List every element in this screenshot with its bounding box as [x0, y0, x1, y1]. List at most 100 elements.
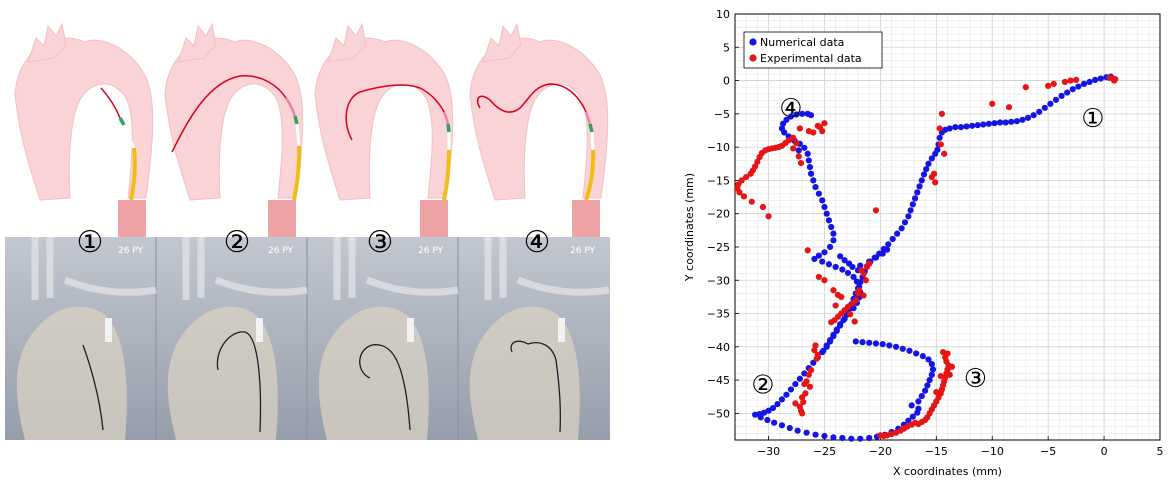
data-point	[914, 189, 921, 196]
data-point	[765, 213, 772, 220]
data-point	[793, 140, 800, 147]
data-point	[1064, 89, 1071, 96]
data-point	[932, 150, 939, 157]
data-point	[946, 371, 953, 378]
data-point	[796, 125, 803, 132]
data-point	[1073, 76, 1080, 83]
data-point	[996, 119, 1004, 126]
data-point	[866, 434, 873, 442]
photo-phantom-4	[469, 237, 610, 440]
data-point	[806, 383, 814, 390]
data-point	[1061, 78, 1069, 85]
panel-labels: ① 26 PY ② 26 PY ③ 26 PY ④ 26 PY	[77, 225, 596, 260]
data-point	[918, 392, 925, 400]
x-tick-label: −30	[757, 445, 780, 458]
legend: Numerical data Experimental data	[743, 31, 883, 69]
data-point	[923, 165, 930, 173]
data-point	[920, 171, 928, 178]
data-point	[792, 400, 799, 407]
data-point	[771, 419, 778, 426]
data-point	[863, 263, 871, 271]
data-point	[797, 160, 805, 167]
aorta-schematic-4	[469, 23, 609, 238]
panel-label-1: 26 PY	[118, 246, 144, 256]
data-point	[936, 134, 943, 141]
data-point	[774, 400, 781, 408]
data-point	[849, 300, 856, 307]
data-point	[850, 273, 857, 281]
legend-marker-numerical	[749, 38, 757, 46]
data-point	[838, 293, 845, 300]
data-point	[801, 380, 808, 388]
data-point	[850, 305, 857, 312]
x-tick-label: 0	[1101, 445, 1108, 458]
data-point	[857, 262, 864, 269]
data-point	[804, 150, 811, 157]
data-point	[915, 405, 922, 412]
data-point	[828, 223, 835, 231]
series-numerical	[752, 73, 1114, 442]
data-point	[804, 247, 811, 254]
y-tick-label: −5	[714, 108, 730, 121]
data-point	[841, 257, 848, 264]
annotation-3: ③	[964, 364, 987, 394]
data-point	[823, 210, 830, 217]
data-point	[894, 230, 901, 237]
y-tick-label: −40	[707, 341, 730, 354]
data-point	[1002, 119, 1009, 126]
photo-guidewire-1	[82, 344, 104, 431]
legend-marker-experimental	[749, 54, 757, 62]
data-point	[799, 110, 806, 117]
data-point	[1019, 116, 1026, 123]
data-point	[905, 213, 912, 220]
data-point	[815, 190, 822, 197]
y-tick-label: −35	[707, 308, 730, 321]
data-point	[821, 432, 828, 440]
data-point	[1080, 80, 1088, 87]
data-point	[813, 355, 820, 362]
data-points	[734, 73, 1119, 442]
photo-guidewire-2	[216, 331, 262, 433]
panel-label-4: 26 PY	[570, 246, 596, 256]
data-point	[1086, 78, 1093, 85]
data-point	[819, 258, 826, 265]
data-point	[884, 246, 891, 253]
data-point	[1052, 96, 1060, 103]
data-point	[1075, 83, 1082, 90]
data-point	[819, 197, 826, 204]
x-tick-label: −10	[981, 445, 1004, 458]
data-point	[792, 380, 799, 388]
data-point	[781, 129, 788, 136]
panel-number-4: ④	[524, 225, 551, 260]
data-point	[821, 120, 828, 127]
data-point	[799, 410, 806, 417]
data-point	[825, 261, 833, 268]
data-point	[825, 217, 833, 224]
data-point	[807, 170, 815, 177]
data-point	[957, 124, 965, 131]
legend-box	[743, 31, 883, 69]
data-point	[1092, 76, 1099, 83]
data-point	[879, 250, 886, 257]
sheath-2	[268, 200, 296, 238]
data-point	[810, 129, 817, 136]
data-point	[974, 122, 981, 129]
data-point	[933, 388, 940, 396]
data-point	[985, 120, 992, 127]
data-point	[837, 253, 844, 260]
data-point	[1047, 100, 1054, 107]
data-point	[911, 195, 919, 202]
data-point	[1022, 84, 1029, 91]
photo-guidewire-3	[359, 344, 411, 431]
y-tick-label: −15	[707, 174, 730, 187]
data-point	[913, 350, 920, 357]
data-point	[915, 398, 922, 405]
data-point	[801, 144, 808, 151]
data-point	[786, 424, 793, 432]
data-point	[1008, 118, 1015, 125]
data-point	[872, 254, 880, 261]
data-point	[929, 366, 937, 373]
y-tick-label: −10	[707, 141, 730, 154]
data-point	[928, 361, 935, 368]
plot-frame	[734, 13, 1161, 441]
